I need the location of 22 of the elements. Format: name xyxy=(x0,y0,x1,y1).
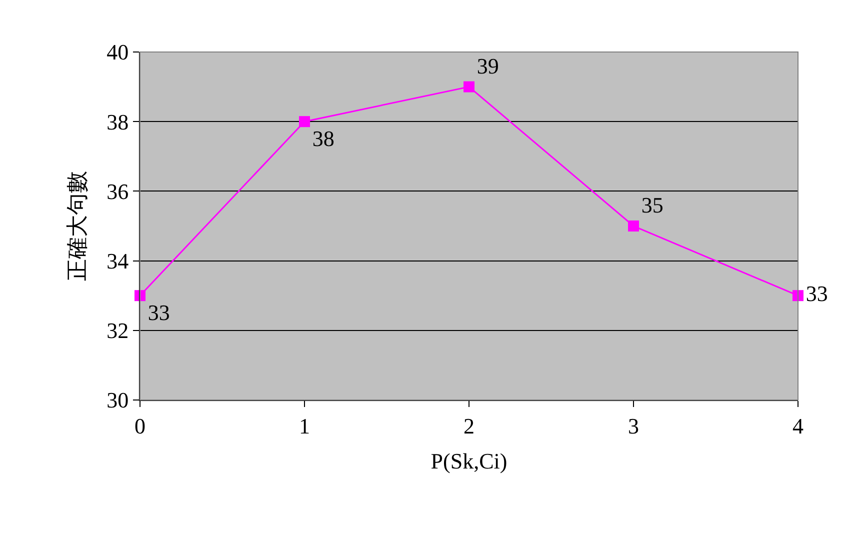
y-tick-label: 38 xyxy=(106,109,129,134)
y-tick-label: 34 xyxy=(106,248,129,274)
data-label: 33 xyxy=(806,281,828,306)
y-tick-label: 36 xyxy=(106,178,129,204)
x-tick-label: 0 xyxy=(134,413,146,438)
x-axis-title: P(Sk,Ci) xyxy=(430,448,508,474)
x-tick-label: 2 xyxy=(464,413,474,438)
x-tick-label: 4 xyxy=(792,413,804,438)
x-tick-label: 1 xyxy=(299,413,310,438)
point xyxy=(792,290,804,302)
data-label: 33 xyxy=(148,300,170,325)
data-label: 39 xyxy=(476,53,499,78)
data-label: 35 xyxy=(641,192,664,218)
x-tick-label: 3 xyxy=(628,413,639,438)
y-tick-label: 40 xyxy=(106,40,129,65)
y-axis-title: 正確大句數 xyxy=(65,171,90,281)
point xyxy=(628,220,639,232)
point xyxy=(299,116,310,128)
data-label: 38 xyxy=(312,126,334,151)
y-tick-label: 32 xyxy=(106,318,129,344)
point xyxy=(464,81,474,92)
y-tick-label: 30 xyxy=(106,388,129,413)
